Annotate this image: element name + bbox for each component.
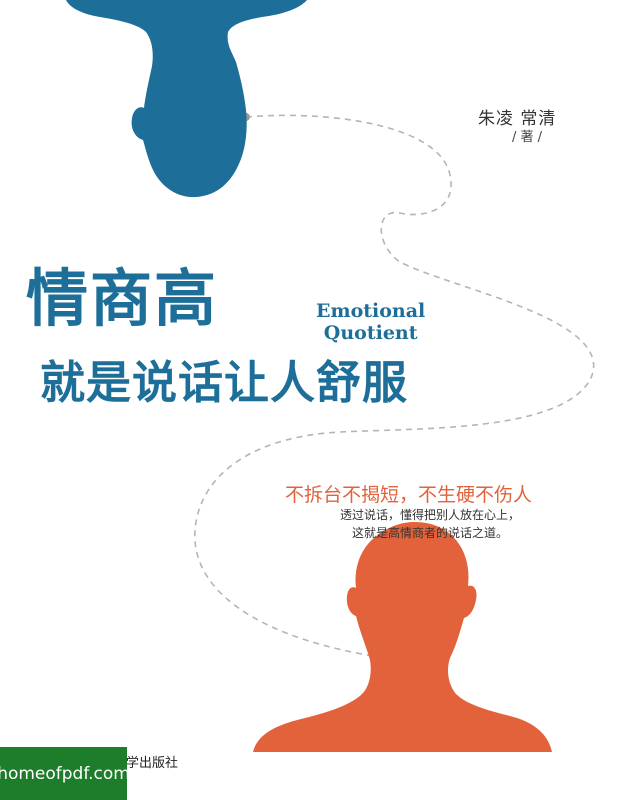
dashed-connector <box>194 114 595 664</box>
description-line-1: 透过说话，懂得把别人放在心上， <box>339 508 520 522</box>
description-line-2: 这就是高情商者的说话之道。 <box>351 526 508 540</box>
book-subtitle: 就是说话让人舒服 <box>40 356 409 409</box>
english-title: Emotional Quotient <box>316 300 425 344</box>
orange-silhouette <box>253 522 552 752</box>
english-title-line-2: Quotient <box>323 322 418 344</box>
tagline: 不拆台不揭短，不生硬不伤人 <box>285 484 533 506</box>
publisher-name: 学出版社 <box>126 756 179 771</box>
author-role: / 著 / <box>512 130 543 145</box>
blue-silhouette <box>66 0 307 198</box>
book-title: 情商高 <box>26 262 219 335</box>
description: 透过说话，懂得把别人放在心上， 这就是高情商者的说话之道。 <box>320 506 540 542</box>
watermark-badge[interactable]: homeofpdf.com <box>0 747 130 800</box>
english-title-line-1: Emotional <box>316 300 426 322</box>
author-names: 朱凌 常清 <box>478 109 557 129</box>
